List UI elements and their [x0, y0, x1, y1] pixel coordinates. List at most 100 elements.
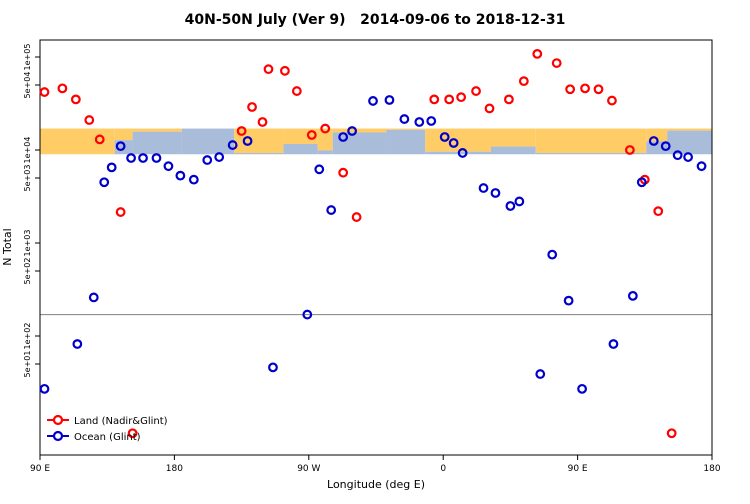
- data-point-ocean: [399, 114, 410, 124]
- y-tick-label: 1e+03: [23, 230, 32, 257]
- legend: Land (Nadir&Glint) Ocean (Glint): [47, 414, 168, 443]
- data-point-land: [607, 95, 617, 106]
- data-point-ocean: [636, 177, 647, 188]
- data-point-ocean: [683, 152, 694, 162]
- data-point-ocean: [648, 136, 659, 146]
- map-band-ocean-segment: [283, 143, 318, 155]
- y-tick-label: 5e+02: [23, 258, 32, 285]
- data-point-land: [94, 134, 105, 145]
- data-point-ocean: [188, 174, 199, 185]
- y-tick-label: 1e+04: [23, 137, 32, 164]
- map-band-land-segment: [535, 128, 647, 153]
- data-point-land: [484, 103, 495, 114]
- data-point-land: [84, 115, 95, 125]
- data-point-ocean: [672, 150, 683, 161]
- data-point-land: [236, 126, 247, 136]
- x-tick-label: 0: [440, 464, 446, 474]
- legend-symbol-land: [52, 414, 64, 426]
- data-point-ocean: [163, 161, 174, 172]
- data-point-land: [263, 64, 274, 75]
- legend-label-land: Land (Nadir&Glint): [74, 416, 168, 427]
- x-tick-label: 90 W: [297, 464, 320, 474]
- data-point-land: [456, 92, 467, 103]
- data-point-ocean: [338, 132, 349, 142]
- map-band-ocean-segment: [132, 131, 182, 155]
- data-point-ocean: [302, 309, 313, 320]
- data-point-ocean: [627, 290, 638, 301]
- map-band-ocean-segment: [234, 152, 284, 155]
- data-point-land: [471, 86, 481, 96]
- data-point-land: [306, 130, 317, 140]
- data-point-ocean: [72, 339, 83, 349]
- data-point-ocean: [457, 148, 468, 158]
- data-point-ocean: [426, 116, 437, 126]
- data-point-land: [429, 94, 440, 105]
- map-band-land-segment: [234, 128, 284, 153]
- land-ocean-map-band: [40, 128, 712, 155]
- legend-label-ocean: Ocean (Glint): [74, 432, 141, 443]
- data-point-ocean: [577, 383, 587, 394]
- map-band-land-segment: [386, 128, 426, 130]
- chart-title: 40N-50N July (Ver 9) 2014-09-06 to 2018-…: [185, 12, 566, 28]
- data-point-ocean: [368, 96, 378, 106]
- y-axis-title: N Total: [1, 228, 14, 265]
- data-point-ocean: [439, 132, 450, 142]
- data-point-ocean: [106, 162, 117, 173]
- data-point-land: [57, 83, 68, 94]
- x-tick-label: 180: [703, 464, 720, 474]
- data-point-ocean: [175, 170, 186, 181]
- x-tick-label: 90 E: [30, 464, 50, 474]
- data-points-layer: [39, 48, 707, 439]
- legend-symbol-ocean: [52, 430, 64, 442]
- map-band-ocean-segment: [490, 146, 536, 155]
- map-band-ocean-segment: [667, 130, 712, 155]
- data-point-ocean: [514, 196, 525, 207]
- data-point-land: [532, 48, 543, 59]
- x-tick-label: 180: [166, 464, 183, 474]
- data-point-land: [115, 207, 126, 217]
- data-point-ocean: [227, 140, 238, 150]
- map-band-land-segment: [332, 128, 387, 133]
- map-band-ocean-segment: [181, 128, 235, 155]
- data-point-land: [338, 167, 349, 178]
- data-point-ocean: [660, 141, 671, 152]
- map-band-land-segment: [317, 128, 333, 151]
- y-tick-label: 5e+04: [23, 72, 32, 99]
- y-tick-label: 5e+01: [23, 351, 32, 378]
- data-point-ocean: [242, 136, 253, 146]
- data-point-ocean: [414, 117, 425, 127]
- map-band-land-segment: [425, 128, 491, 152]
- data-point-land: [70, 94, 81, 105]
- data-point-ocean: [505, 201, 516, 211]
- map-band-land-segment: [667, 128, 712, 131]
- data-point-ocean: [448, 138, 459, 148]
- data-point-land: [504, 94, 514, 105]
- data-point-ocean: [384, 95, 395, 105]
- map-band-land-segment: [132, 128, 182, 132]
- data-point-land: [444, 94, 455, 105]
- y-tick-label: 1e+02: [23, 323, 32, 350]
- data-point-land: [565, 84, 576, 95]
- data-point-land: [580, 83, 590, 94]
- data-point-ocean: [202, 155, 213, 165]
- data-point-land: [280, 65, 290, 76]
- map-band-ocean-segment: [386, 129, 426, 155]
- data-point-land: [351, 212, 362, 222]
- data-point-ocean: [151, 153, 162, 163]
- data-point-ocean: [563, 295, 574, 306]
- data-point-land: [39, 87, 50, 97]
- y-tick-label: 5e+03: [23, 165, 32, 192]
- data-point-land: [653, 206, 664, 217]
- data-point-ocean: [314, 164, 325, 175]
- data-point-ocean: [326, 205, 337, 215]
- map-band-land-segment: [114, 128, 133, 141]
- data-point-ocean: [535, 369, 546, 379]
- data-point-ocean: [347, 126, 358, 136]
- data-point-land: [666, 428, 677, 439]
- data-point-ocean: [478, 183, 489, 193]
- y-tick-label: 1e+05: [23, 44, 32, 71]
- data-point-land: [257, 117, 268, 127]
